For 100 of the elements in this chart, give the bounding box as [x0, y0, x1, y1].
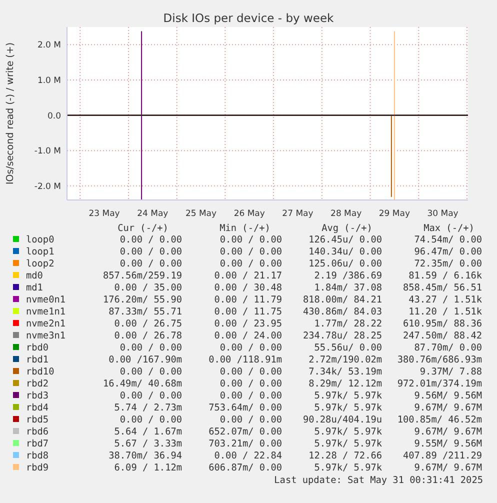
legend-label: md0	[26, 270, 44, 282]
text: 858.45m/ 56.51	[402, 282, 482, 294]
legend-label: loop1	[26, 246, 55, 258]
x-tick-label: 29 May	[378, 209, 410, 219]
text: 818.00m/ 84.21	[302, 294, 382, 306]
text: 247.50m/ 88.42	[402, 330, 482, 342]
text: 0.00 / 0.00	[220, 234, 282, 246]
text: 972.01m/374.19m	[397, 378, 482, 390]
legend-label: rbd6	[26, 426, 49, 438]
y-tick-label: 0.0	[47, 111, 61, 122]
legend-label: rbd1	[26, 354, 49, 366]
text: 1.84m/ 37.08	[314, 282, 382, 294]
text: 126.45u/ 0.00	[308, 234, 382, 246]
legend-label: nvme2n1	[26, 318, 66, 330]
legend-label: loop0	[26, 234, 55, 246]
x-tick-label: 24 May	[137, 209, 168, 219]
legend-label: nvme1n1	[26, 306, 66, 318]
x-tick-label: 23 May	[88, 209, 120, 219]
text: 9.37M/ 7.88	[420, 366, 482, 378]
text: 74.54m/ 0.00	[414, 234, 482, 246]
text: Last update: Sat May 31 00:31:41 2025	[274, 475, 483, 486]
text: 0.00 / 0.00	[220, 378, 282, 390]
text: 0.00 / 0.00	[120, 342, 182, 354]
text: 96.47m/ 0.00	[414, 246, 482, 258]
text: 5.97k/ 5.97k	[314, 438, 382, 450]
text: 0.00 /118.91m	[208, 354, 282, 366]
text: 2.72m/190.02m	[308, 354, 382, 366]
category-label: Avg (-/+)	[322, 223, 372, 234]
text: 0.00 / 0.00	[220, 390, 282, 402]
text: 11.20 / 1.51k	[408, 306, 482, 318]
y-tick-label: 1.0 M	[37, 76, 61, 86]
text: 380.76m/686.93m	[397, 354, 482, 366]
text: 606.87m/ 0.00	[208, 462, 282, 474]
text: 9.67M/ 9.67M	[414, 402, 482, 414]
text: 100.85m/ 46.52m	[397, 414, 482, 426]
x-tick-label: 27 May	[282, 209, 314, 219]
text: 0.00 / 26.78	[114, 330, 182, 342]
chart-title: Disk IOs per device - by week	[163, 11, 334, 25]
text: 87.70m/ 0.00	[414, 342, 482, 354]
text: 703.21m/ 0.00	[208, 438, 282, 450]
text: 0.00 / 35.00	[114, 282, 182, 294]
legend-label: rbd7	[26, 438, 49, 450]
y-tick-label: -2.0 M	[34, 182, 61, 192]
text: 140.34u/ 0.00	[308, 246, 382, 258]
legend-label: rbd4	[26, 402, 49, 414]
legend-label: nvme3n1	[26, 330, 66, 342]
category-label: Max (-/+)	[424, 223, 474, 234]
text: 234.78u/ 28.25	[302, 330, 382, 342]
y-tick-label: 2.0 M	[37, 40, 61, 51]
text: 0.00 / 0.00	[220, 342, 282, 354]
text: 0.00 / 30.48	[214, 282, 282, 294]
text: 43.27 / 1.51k	[408, 294, 482, 306]
text: 0.00 / 0.00	[120, 390, 182, 402]
category-label: Min (-/+)	[220, 223, 270, 234]
text: 0.00 / 26.75	[114, 318, 182, 330]
text: 0.00 / 0.00	[120, 234, 182, 246]
text: 0.00 / 11.79	[214, 294, 282, 306]
text: 610.95m/ 88.36	[402, 318, 482, 330]
text: 72.35m/ 0.00	[414, 258, 482, 270]
text: 9.56M/ 9.56M	[414, 390, 482, 402]
text: 12.28 / 72.66	[308, 450, 382, 462]
text: 0.00 / 0.00	[120, 414, 182, 426]
text: 2.19 /386.69	[314, 270, 382, 282]
text: 407.89 /211.29	[402, 450, 482, 462]
text: 0.00 / 0.00	[120, 246, 182, 258]
text: 5.67 / 3.33m	[114, 438, 182, 450]
y-tick-label: -1.0 M	[34, 146, 61, 157]
legend-label: rbd3	[26, 390, 49, 402]
text: 0.00 /167.90m	[108, 354, 182, 366]
x-tick-label: 26 May	[234, 209, 265, 219]
text: 81.59 / 6.16k	[408, 270, 482, 282]
text: 857.56m/259.19	[102, 270, 182, 282]
legend-label: loop2	[26, 258, 54, 270]
text: 5.97k/ 5.97k	[314, 402, 382, 414]
text: 0.00 / 0.00	[220, 258, 282, 270]
x-tick-label: 30 May	[427, 209, 458, 219]
text: 7.34k/ 53.19m	[308, 366, 382, 378]
text: 753.64m/ 0.00	[208, 402, 282, 414]
text: 0.00 / 11.75	[214, 306, 282, 318]
text: 0.00 / 0.00	[120, 366, 182, 378]
legend-label: rbd2	[26, 378, 49, 390]
legend-label: rbd9	[26, 462, 49, 474]
legend-label: rbd10	[26, 366, 55, 378]
legend-label: nvme0n1	[26, 294, 66, 306]
legend-label: rbd5	[26, 414, 49, 426]
text: 0.00 / 21.17	[214, 270, 282, 282]
text: 5.97k/ 5.97k	[314, 426, 382, 438]
text: 55.56u/ 0.00	[314, 342, 382, 354]
legend-label: rbd8	[26, 450, 49, 462]
legend-label: md1	[26, 282, 44, 294]
y-axis-title: IOs/second read (-) / write (+)	[5, 42, 16, 185]
text: 90.28u/404.19u	[302, 414, 382, 426]
text: 87.33m/ 55.71	[108, 306, 182, 318]
legend-label: rbd0	[26, 342, 49, 354]
text: 5.64 / 1.67m	[114, 426, 182, 438]
text: 16.49m/ 40.68m	[102, 378, 182, 390]
text: 0.00 / 0.00	[220, 366, 282, 378]
x-tick-label: 25 May	[185, 209, 217, 219]
text: 38.70m/ 36.94	[108, 450, 182, 462]
category-label: Cur (-/+)	[118, 223, 168, 234]
